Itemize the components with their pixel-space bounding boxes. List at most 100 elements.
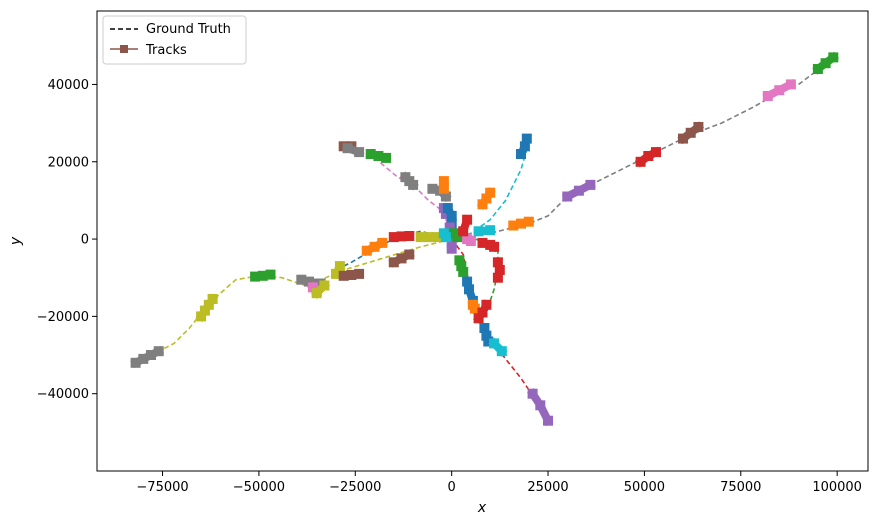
track-28: [515, 133, 532, 160]
x-tick-label-1: −50000: [233, 480, 285, 495]
track-26: [458, 214, 473, 237]
track-marker-41-1: [481, 330, 492, 341]
track-marker-40-1: [477, 307, 488, 318]
track-marker-5-0: [311, 288, 322, 299]
track-marker-1-1: [199, 305, 210, 316]
track-marker-21-0: [446, 237, 457, 248]
x-tick-label-2: −25000: [329, 480, 381, 495]
track-marker-13-1: [354, 147, 365, 158]
track-marker-29-0: [508, 220, 519, 231]
y-tick-label-1: −20000: [37, 310, 89, 325]
track-marker-28-0: [516, 149, 526, 159]
track-marker-38-0: [462, 276, 473, 287]
track-marker-33-1: [774, 85, 785, 96]
track-34: [812, 51, 839, 75]
track-marker-19-1: [446, 210, 457, 221]
legend-ground-truth-label: Ground Truth: [146, 22, 231, 37]
track-marker-32-2: [693, 122, 704, 132]
legend-tracks-label: Tracks: [145, 43, 187, 58]
track-marker-28-2: [521, 133, 532, 144]
track-marker-7-0: [338, 270, 349, 281]
track-marker-11-2: [431, 232, 442, 243]
track-marker-31-2: [651, 147, 661, 158]
track-5: [311, 279, 331, 299]
track-7: [338, 268, 365, 281]
track-marker-2-1: [257, 270, 268, 281]
track-marker-18-1: [440, 208, 451, 219]
plot-frame: [96, 10, 869, 472]
track-marker-9-2: [404, 231, 415, 241]
track-marker-35-0: [477, 237, 488, 248]
track-marker-30-0: [562, 191, 573, 202]
track-marker-42-1: [496, 346, 507, 357]
track-marker-26-0: [458, 226, 469, 237]
track-22: [447, 227, 464, 243]
track-marker-28-1: [519, 141, 530, 152]
track-marker-37-1: [456, 261, 467, 272]
track-9: [388, 231, 415, 243]
track-marker-1-2: [203, 299, 214, 310]
track-marker-36-0: [492, 257, 503, 268]
track-27: [476, 187, 496, 210]
track-marker-32-1: [685, 127, 696, 138]
track-marker-10-0: [388, 257, 399, 268]
track-marker-15-2: [408, 179, 419, 190]
track-marker-41-0: [479, 323, 490, 333]
ground-truth-line-0: [451, 56, 838, 240]
track-marker-25-1: [485, 225, 496, 236]
track-marker-1-3: [207, 294, 218, 304]
track-0: [130, 345, 165, 369]
x-tick-label-3: 0: [448, 480, 456, 495]
track-marker-37-0: [454, 255, 465, 266]
track-14: [365, 149, 392, 163]
track-31: [634, 146, 662, 168]
track-marker-43-2: [543, 415, 553, 426]
track-marker-11-0: [415, 232, 426, 243]
track-marker-24-1: [465, 236, 476, 246]
track-marker-43-1: [535, 400, 546, 411]
track-marker-36-1: [494, 265, 505, 275]
track-marker-17-1: [438, 183, 449, 194]
track-marker-3-0: [296, 274, 307, 285]
track-marker-0-1: [138, 353, 149, 364]
track-marker-34-0: [812, 64, 823, 74]
x-tick-label-0: −75000: [136, 480, 188, 495]
y-tick-label-3: 20000: [48, 155, 89, 170]
track-marker-5-1: [319, 280, 330, 291]
track-marker-2-0: [250, 271, 261, 282]
track-marker-11-1: [423, 232, 434, 243]
track-marker-13-0: [342, 143, 353, 154]
track-marker-32-0: [678, 133, 688, 144]
track-marker-7-2: [354, 268, 365, 279]
track-marker-43-0: [527, 388, 538, 399]
track-6: [330, 260, 346, 280]
track-marker-14-2: [381, 152, 392, 163]
legend-tracks-marker: [120, 45, 128, 53]
track-39: [467, 299, 481, 314]
track-marker-39-1: [469, 303, 480, 314]
track-marker-33-0: [762, 91, 773, 101]
track-marker-36-2: [492, 272, 503, 283]
track-40: [473, 299, 492, 324]
track-marker-0-3: [153, 346, 164, 357]
track-marker-7-1: [346, 270, 357, 280]
y-tick-label-4: 40000: [48, 78, 89, 93]
track-8: [361, 237, 388, 257]
track-marker-17-0: [438, 176, 449, 187]
track-marker-6-0: [331, 268, 341, 279]
track-21: [446, 237, 457, 254]
track-marker-34-1: [820, 58, 831, 69]
track-marker-29-1: [516, 218, 526, 229]
track-11: [415, 232, 442, 243]
track-25: [473, 225, 496, 237]
track-23: [438, 227, 452, 243]
track-marker-30-1: [573, 185, 584, 196]
track-37: [454, 255, 469, 277]
track-marker-40-0: [473, 313, 484, 324]
track-marker-9-1: [396, 231, 407, 242]
track-41: [479, 323, 494, 347]
y-tick-label-2: 0: [81, 233, 89, 248]
track-marker-2-2: [265, 269, 276, 280]
track-marker-25-0: [473, 226, 484, 237]
